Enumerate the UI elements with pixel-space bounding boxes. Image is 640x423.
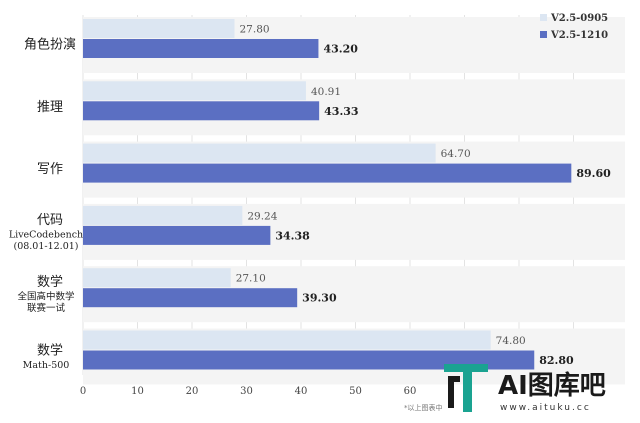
watermark-text: AI图库吧 — [498, 371, 606, 401]
value-label-v25-0905: 27.10 — [236, 273, 266, 285]
footnote: *以上图表中 — [404, 403, 443, 412]
value-label-v25-1210: 89.60 — [576, 167, 611, 180]
legend: V2.5-0905 V2.5-1210 — [540, 13, 608, 41]
watermark-logo: AI图库吧 www.aituku.cc — [444, 364, 606, 413]
category-label: 数学 — [37, 274, 63, 290]
legend-label: V2.5-0905 — [550, 13, 608, 24]
bar-v25-1210 — [83, 39, 319, 58]
bars — [83, 19, 572, 370]
legend-label: V2.5-1210 — [550, 30, 608, 41]
x-tick-label: 0 — [80, 386, 86, 397]
value-label-v25-0905: 64.70 — [441, 148, 471, 160]
bar-v25-1210 — [83, 163, 572, 183]
legend-swatch — [540, 31, 547, 38]
x-tick-label: 40 — [295, 386, 308, 397]
category-sublabel: (08.01-12.01) — [13, 241, 78, 252]
bar-v25-1210 — [83, 225, 271, 245]
bar-v25-0905 — [83, 268, 231, 288]
category-label: 数学 — [37, 342, 63, 358]
bar-v25-0905 — [83, 81, 306, 101]
category-label: 代码 — [37, 213, 63, 228]
category-bands — [83, 17, 625, 385]
value-label-v25-1210: 34.38 — [275, 229, 310, 242]
legend-swatch — [540, 14, 547, 21]
bar-v25-1210 — [83, 101, 320, 121]
value-label-v25-1210: 43.33 — [324, 105, 358, 118]
logo-icon — [444, 364, 488, 412]
value-label-v25-0905: 29.24 — [247, 210, 277, 222]
x-axis-ticks: 0 10 20 30 40 50 60 — [80, 386, 417, 397]
category-label: 写作 — [37, 162, 63, 177]
value-label-v25-0905: 27.80 — [240, 24, 270, 36]
value-labels: 27.80 43.20 40.91 43.33 64.70 89.60 29.24 34.38… — [236, 24, 611, 368]
bar-v25-0905 — [83, 205, 243, 225]
x-tick-label: 60 — [404, 386, 417, 397]
value-label-v25-1210: 39.30 — [302, 292, 337, 305]
category-label: 角色扮演 — [24, 37, 76, 53]
value-label-v25-0905: 40.91 — [311, 86, 341, 98]
value-label-v25-0905: 74.80 — [496, 335, 526, 347]
x-tick-label: 10 — [131, 386, 144, 397]
value-label-v25-1210: 82.80 — [539, 354, 574, 367]
watermark-url: www.aituku.cc — [500, 403, 591, 413]
x-tick-label: 30 — [240, 386, 253, 397]
bar-v25-0905 — [83, 143, 436, 163]
bar-v25-1210 — [83, 288, 298, 308]
category-sublabel: 联赛一试 — [27, 302, 66, 314]
category-label: 推理 — [37, 100, 63, 115]
category-sublabel: 全国高中数学 — [17, 291, 74, 303]
value-label-v25-1210: 43.20 — [323, 43, 358, 56]
bar-v25-1210 — [83, 350, 535, 370]
bar-v25-0905 — [83, 19, 235, 38]
category-labels: 角色扮演推理写作代码LiveCodebench(08.01-12.01)数学全国… — [9, 37, 83, 371]
x-tick-label: 50 — [349, 386, 362, 397]
x-tick-label: 20 — [186, 386, 199, 397]
category-sublabel: LiveCodebench — [9, 229, 83, 240]
bar-v25-0905 — [83, 330, 491, 350]
category-sublabel: Math-500 — [23, 360, 70, 371]
